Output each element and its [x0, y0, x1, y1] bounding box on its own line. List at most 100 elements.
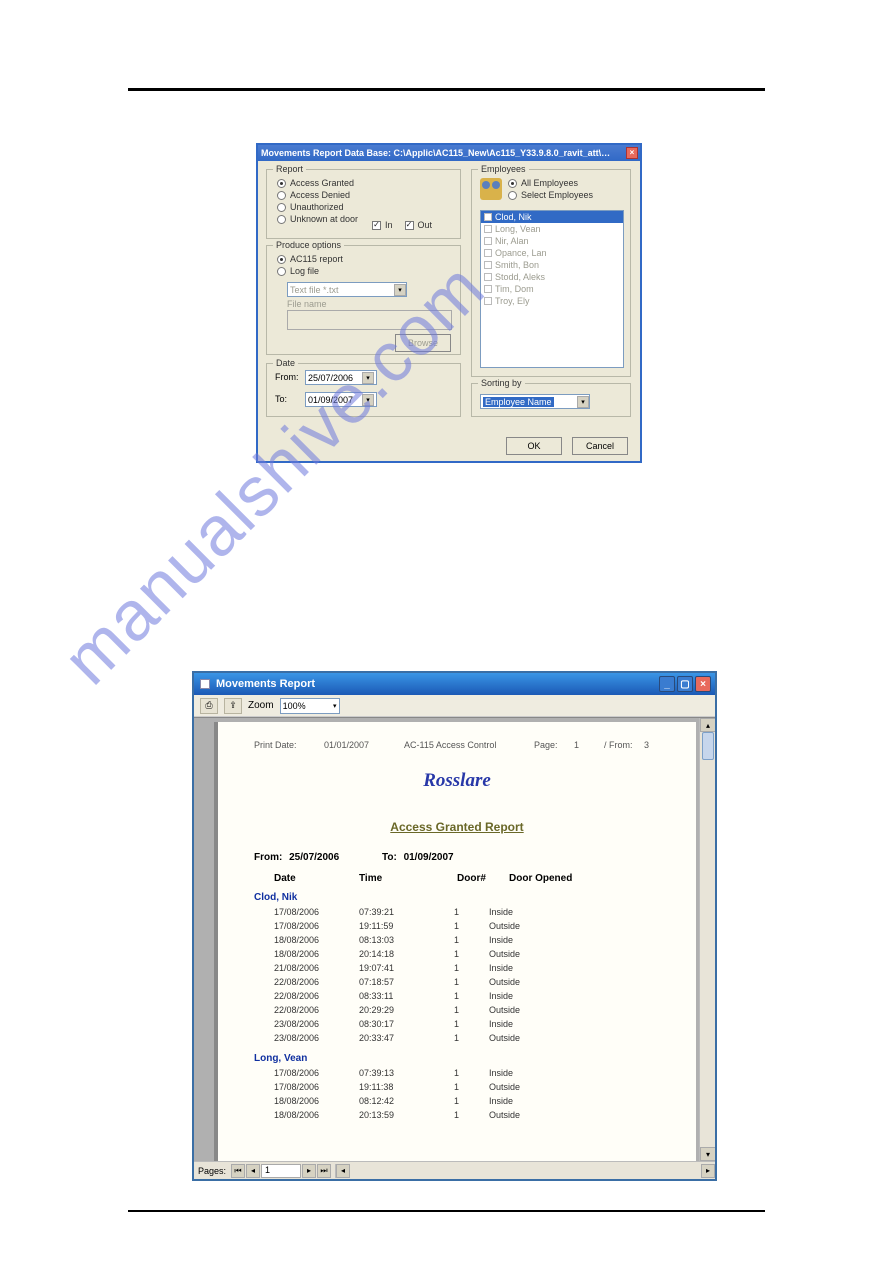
chevron-down-icon: ▾	[333, 702, 337, 710]
list-item[interactable]: Stodd, Aleks	[481, 271, 623, 283]
list-item[interactable]: Nir, Alan	[481, 235, 623, 247]
from-pages-value: 3	[644, 740, 649, 750]
scroll-down-icon[interactable]: ▾	[700, 1147, 715, 1161]
table-row: 17/08/200619:11:591Outside	[254, 919, 660, 933]
checkbox-out-label: Out	[418, 220, 433, 230]
radio-access-denied[interactable]: Access Denied	[277, 190, 358, 200]
date-from-label: From:	[275, 372, 299, 382]
cell-date: 17/08/2006	[254, 1080, 359, 1094]
pager-label: Pages:	[198, 1166, 226, 1176]
cell-date: 17/08/2006	[254, 1066, 359, 1080]
employees-icon	[480, 178, 502, 200]
print-date-value: 01/01/2007	[324, 740, 404, 750]
list-item[interactable]: Opance, Lan	[481, 247, 623, 259]
cell-time: 08:12:42	[359, 1094, 434, 1108]
print-icon[interactable]: ⎙	[200, 698, 218, 714]
table-row: 22/08/200620:29:291Outside	[254, 1003, 660, 1017]
dialog-titlebar[interactable]: Movements Report Data Base: C:\Applic\AC…	[258, 145, 640, 161]
list-item-label: Troy, Ely	[495, 296, 530, 306]
ok-button[interactable]: OK	[506, 437, 562, 455]
checkbox-out[interactable]: ✓Out	[405, 220, 433, 230]
cell-time: 07:18:57	[359, 975, 434, 989]
first-page-icon[interactable]: ⏮	[231, 1164, 245, 1178]
export-icon[interactable]: ⇪	[224, 698, 242, 714]
next-page-icon[interactable]: ▸	[302, 1164, 316, 1178]
browse-button[interactable]: Browse	[395, 334, 451, 352]
vertical-scrollbar[interactable]: ▴ ▾	[699, 718, 715, 1161]
horizontal-scrollbar[interactable]: ◂ ▸	[335, 1164, 715, 1178]
range-from-value: 25/07/2006	[289, 852, 339, 863]
list-item-label: Long, Vean	[495, 224, 541, 234]
cell-door: 1	[434, 975, 489, 989]
brand-logo: Rosslare	[254, 770, 660, 792]
report-meta-row: Print Date: 01/01/2007 AC-115 Access Con…	[254, 740, 660, 750]
table-row: 18/08/200620:14:181Outside	[254, 947, 660, 961]
list-item[interactable]: Tim, Dom	[481, 283, 623, 295]
date-from-input[interactable]: 25/07/2006 ▾	[305, 370, 377, 385]
checkbox-icon	[484, 237, 492, 245]
cell-door: 1	[434, 1031, 489, 1045]
radio-unauthorized[interactable]: Unauthorized	[277, 202, 358, 212]
cancel-button[interactable]: Cancel	[572, 437, 628, 455]
zoom-dropdown[interactable]: 100% ▾	[280, 698, 340, 714]
col-opened: Door Opened	[509, 873, 609, 884]
filename-input[interactable]	[287, 310, 452, 330]
scroll-up-icon[interactable]: ▴	[700, 718, 715, 732]
cell-date: 18/08/2006	[254, 1094, 359, 1108]
list-item-label: Stodd, Aleks	[495, 272, 545, 282]
checkbox-in[interactable]: ✓In	[372, 220, 393, 230]
maximize-icon[interactable]: ▢	[677, 676, 693, 692]
employee-listbox[interactable]: Clod, Nik Long, Vean Nir, Alan Opance, L…	[480, 210, 624, 368]
radio-ac115-report[interactable]: AC115 report	[277, 254, 343, 264]
system-label: AC-115 Access Control	[404, 740, 534, 750]
list-item-label: Nir, Alan	[495, 236, 529, 246]
checkbox-icon	[484, 249, 492, 257]
checkbox-icon	[484, 273, 492, 281]
table-row: 23/08/200620:33:471Outside	[254, 1031, 660, 1045]
cell-opened: Inside	[489, 1017, 589, 1031]
page-input[interactable]: 1	[261, 1164, 301, 1178]
produce-options-group: Produce options AC115 report Log file Te…	[266, 245, 461, 355]
cell-time: 08:33:11	[359, 989, 434, 1003]
radio-unauthorized-label: Unauthorized	[290, 202, 344, 212]
radio-select-employees[interactable]: Select Employees	[508, 190, 593, 200]
cell-time: 19:11:59	[359, 919, 434, 933]
list-item[interactable]: Long, Vean	[481, 223, 623, 235]
scroll-right-icon[interactable]: ▸	[701, 1164, 715, 1178]
radio-all-employees[interactable]: All Employees	[508, 178, 593, 188]
radio-log-file[interactable]: Log file	[277, 266, 343, 276]
filetype-dropdown[interactable]: Text file *.txt ▾	[287, 282, 407, 297]
chevron-down-icon: ▾	[362, 394, 374, 406]
date-to-value: 01/09/2007	[308, 395, 353, 405]
pager-bar: Pages: ⏮ ◂ 1 ▸ ⏭ ◂ ▸	[194, 1161, 715, 1179]
person-name: Clod, Nik	[254, 892, 660, 903]
sorting-dropdown[interactable]: Employee Name ▾	[480, 394, 590, 409]
radio-access-granted[interactable]: Access Granted	[277, 178, 358, 188]
cell-time: 07:39:21	[359, 905, 434, 919]
cell-door: 1	[434, 905, 489, 919]
prev-page-icon[interactable]: ◂	[246, 1164, 260, 1178]
radio-unknown-at-door[interactable]: Unknown at door	[277, 214, 358, 224]
scroll-left-icon[interactable]: ◂	[336, 1164, 350, 1178]
zoom-value: 100%	[283, 701, 306, 711]
cell-door: 1	[434, 1108, 489, 1122]
radio-access-denied-label: Access Denied	[290, 190, 350, 200]
date-to-input[interactable]: 01/09/2007 ▾	[305, 392, 377, 407]
scroll-thumb[interactable]	[702, 732, 714, 760]
cell-door: 1	[434, 961, 489, 975]
cell-date: 17/08/2006	[254, 919, 359, 933]
cell-door: 1	[434, 1003, 489, 1017]
close-icon[interactable]: ×	[626, 147, 638, 159]
window-titlebar[interactable]: Movements Report _ ▢ ×	[194, 673, 715, 695]
minimize-icon[interactable]: _	[659, 676, 675, 692]
list-item[interactable]: Troy, Ely	[481, 295, 623, 307]
close-icon[interactable]: ×	[695, 676, 711, 692]
last-page-icon[interactable]: ⏭	[317, 1164, 331, 1178]
date-to-label: To:	[275, 394, 287, 404]
bottom-divider	[128, 1210, 765, 1212]
movements-report-window: Movements Report _ ▢ × ⎙ ⇪ Zoom 100% ▾ P…	[192, 671, 717, 1181]
list-item[interactable]: Smith, Bon	[481, 259, 623, 271]
cell-date: 23/08/2006	[254, 1017, 359, 1031]
date-legend: Date	[273, 358, 298, 368]
list-item[interactable]: Clod, Nik	[481, 211, 623, 223]
